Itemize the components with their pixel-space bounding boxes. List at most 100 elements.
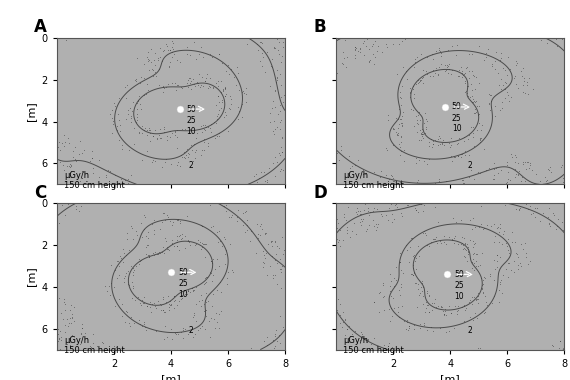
Point [270, 343, 279, 349]
Point [116, 122, 125, 128]
Point [64, 163, 73, 169]
Point [279, 247, 288, 253]
Point [389, 216, 398, 222]
Point [555, 338, 564, 344]
Point [390, 305, 399, 311]
Point [393, 204, 402, 210]
Point [258, 54, 267, 60]
Point [418, 131, 427, 137]
Point [461, 246, 470, 252]
Point [197, 223, 206, 229]
Point [177, 154, 186, 160]
Point [522, 250, 531, 256]
Point [73, 183, 82, 189]
Point [143, 87, 152, 93]
Point [266, 83, 275, 89]
Point [404, 202, 413, 208]
Point [177, 236, 186, 242]
Point [385, 283, 394, 290]
Point [532, 205, 541, 211]
Point [180, 245, 189, 251]
Point [449, 325, 458, 331]
Point [380, 342, 389, 348]
Point [111, 103, 120, 109]
Point [254, 182, 263, 188]
Point [459, 245, 469, 251]
Point [67, 315, 76, 321]
Point [504, 98, 514, 104]
Point [207, 315, 216, 321]
Point [186, 78, 196, 84]
Point [429, 55, 438, 62]
Point [185, 328, 194, 334]
Point [202, 241, 211, 247]
Point [149, 252, 158, 258]
Point [435, 135, 444, 141]
Point [78, 175, 87, 181]
Point [180, 149, 189, 155]
Point [406, 94, 415, 100]
Point [369, 335, 378, 341]
Point [495, 254, 504, 260]
Point [503, 54, 512, 60]
Point [79, 147, 88, 153]
Point [54, 338, 63, 344]
Point [270, 45, 279, 51]
Point [203, 86, 212, 92]
Point [481, 167, 490, 173]
Point [363, 337, 372, 343]
Point [166, 298, 175, 304]
Point [115, 137, 124, 143]
Point [233, 104, 242, 110]
Point [504, 274, 513, 280]
Point [511, 206, 520, 212]
Point [131, 297, 140, 303]
Point [334, 239, 343, 245]
Point [414, 253, 424, 259]
Point [174, 82, 183, 88]
Point [432, 48, 441, 54]
Point [280, 291, 290, 297]
Point [274, 111, 283, 117]
Point [333, 220, 342, 226]
Point [266, 263, 275, 269]
Point [402, 76, 412, 82]
Point [510, 74, 519, 81]
Point [512, 60, 522, 66]
Point [475, 345, 484, 351]
Point [166, 302, 176, 308]
Point [201, 307, 210, 313]
Point [196, 303, 205, 309]
Point [333, 296, 342, 302]
Point [388, 126, 397, 132]
Point [172, 302, 181, 308]
Point [395, 314, 404, 320]
Point [392, 132, 401, 138]
Point [466, 93, 475, 100]
Point [221, 109, 230, 115]
Point [497, 105, 506, 111]
Point [414, 177, 423, 183]
Point [416, 290, 425, 296]
Point [219, 87, 228, 93]
Point [125, 147, 134, 154]
Point [172, 57, 181, 63]
Point [59, 132, 68, 138]
Point [453, 140, 462, 146]
Point [389, 295, 398, 301]
Point [467, 226, 476, 232]
Point [502, 72, 511, 78]
Point [355, 45, 364, 51]
Point [129, 267, 139, 273]
Point [149, 57, 158, 63]
Point [412, 160, 421, 166]
Point [200, 136, 209, 142]
Point [89, 170, 98, 176]
Point [148, 133, 157, 139]
Point [332, 225, 341, 231]
Point [469, 72, 478, 78]
Point [414, 209, 423, 215]
Point [71, 144, 80, 150]
Point [103, 288, 112, 294]
Point [239, 88, 248, 94]
